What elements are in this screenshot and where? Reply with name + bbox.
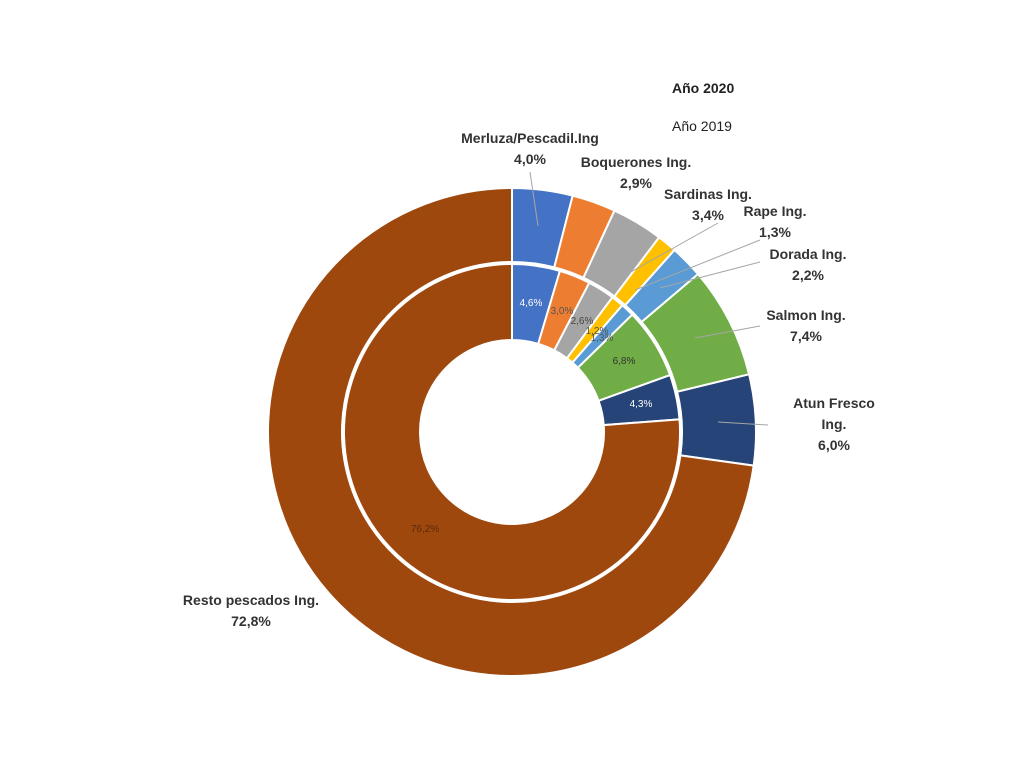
outer-ring-2020 [267,186,757,677]
outer-label-dorada-ing: Dorada Ing. 2,2% [769,246,846,283]
outer-label-atun-fresco-ing: Atun Fresco Ing. 6,0% [793,395,875,453]
inner-slice-resto-pescados-ing [343,262,681,601]
inner-ring-2019 [343,262,681,601]
legend-entry-2019: Año 2019 [672,118,732,134]
leader-line-dorada-ing [659,261,761,289]
outer-label-salmon-ing: Salmon Ing. 7,4% [766,307,845,344]
inner-ring-labels: 4,6% 3,0%2,6%1,2%1,3% 6,8% 4,3% 76,2% [411,298,653,535]
outer-label-sardinas-ing: Sardinas Ing. 3,4% [664,186,752,223]
leader-lines [529,171,769,426]
leader-line-salmon-ing [694,325,761,339]
legend: Año 2020 Año 2019 [672,80,734,134]
inner-label-salmon-ing: 6,8% [613,356,636,367]
inner-label-dorada-ing: 1,3% [591,333,614,344]
outer-slice-resto-pescados-ing [267,186,755,677]
outer-ring-labels: Merluza/Pescadil.Ing 4,0% Boquerones Ing. 2… [183,130,875,629]
inner-label-atun-fresco-ing: 4,3% [630,399,653,410]
inner-label-sardinas-ing: 2,6% [571,316,594,327]
inner-label-boquerones-ing: 3,0% [551,306,574,317]
leader-line-merluza-pescadil-ing [529,171,539,227]
outer-label-boquerones-ing: Boquerones Ing. 2,9% [581,154,691,191]
outer-label-merluza-pescadil-ing: Merluza/Pescadil.Ing 4,0% [461,130,599,167]
leader-line-rape-ing [634,239,761,291]
legend-entry-2020: Año 2020 [672,80,734,96]
leader-line-atun-fresco-ing [717,421,769,426]
outer-label-rape-ing: Rape Ing. 1,3% [743,203,806,240]
outer-slice-atun-fresco-ing [675,373,757,467]
inner-label-resto-pescados-ing: 76,2% [411,524,439,535]
leader-line-sardinas-ing [619,222,719,279]
outer-label-resto-pescados-ing: Resto pescados Ing. 72,8% [183,592,319,629]
inner-label-merluza-pescadil-ing: 4,6% [520,298,543,309]
inner-label-rape-ing: 1,2% [586,326,609,337]
